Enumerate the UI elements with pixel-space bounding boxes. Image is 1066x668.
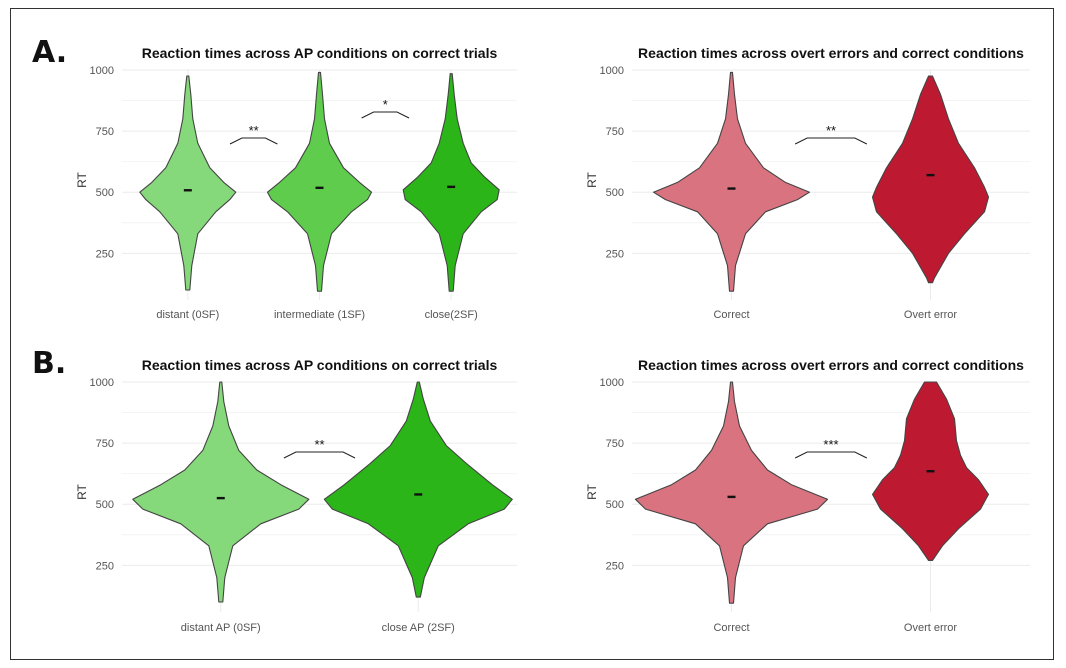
- x-tick-label: intermediate (1SF): [274, 309, 365, 321]
- significance-label: **: [826, 123, 836, 138]
- y-tick-label: 250: [606, 560, 624, 572]
- chart-1: 250 500 750 1000 Reaction times across AP co…: [75, 45, 517, 321]
- significance-label: *: [383, 97, 388, 112]
- y-tick-label: 1000: [90, 377, 114, 389]
- significance-bracket: [794, 451, 868, 459]
- violin-correct: [652, 71, 811, 292]
- x-tick-label: Correct: [713, 309, 749, 321]
- y-tick-label: 500: [606, 187, 624, 199]
- x-tick-label: Overt error: [904, 309, 958, 321]
- y-tick-label: 750: [96, 126, 114, 138]
- y-tick-label: 1000: [600, 377, 624, 389]
- significance-bracket: [361, 111, 410, 119]
- panel-label-a: A.: [32, 35, 67, 70]
- x-tick-label: close(2SF): [425, 309, 478, 321]
- chart-2: 250 500 750 1000 Reaction times across overt…: [585, 45, 1030, 321]
- y-axis-label: RT: [75, 483, 89, 499]
- chart-title: Reaction times across AP conditions on c…: [142, 45, 498, 61]
- y-tick-label: 500: [96, 499, 114, 511]
- x-tick-label: close AP (2SF): [382, 622, 455, 634]
- y-tick-label: 750: [606, 438, 624, 450]
- significance-label: **: [314, 437, 324, 452]
- significance-label: **: [249, 123, 259, 138]
- x-tick-label: Overt error: [904, 622, 958, 634]
- y-axis-label: RT: [75, 171, 89, 187]
- violin-close-ap-2sf-: [323, 381, 513, 598]
- panel-label-b: B.: [32, 346, 66, 381]
- violin-correct: [634, 381, 829, 604]
- significance-label: ***: [823, 437, 838, 452]
- x-tick-label: distant (0SF): [156, 309, 219, 321]
- significance-bracket: [283, 451, 356, 459]
- y-tick-label: 250: [96, 560, 114, 572]
- x-tick-label: Correct: [713, 622, 749, 634]
- violin-overt-error: [871, 75, 990, 284]
- violin-intermediate-1sf-: [266, 71, 373, 292]
- significance-bracket: [229, 137, 278, 145]
- figure-frame: [10, 8, 1054, 660]
- y-axis-label: RT: [585, 483, 599, 499]
- chart-title: Reaction times across overt errors and c…: [638, 45, 1024, 61]
- y-tick-label: 250: [96, 248, 114, 260]
- violin-distant-0sf-: [139, 75, 237, 291]
- violin-distant-ap-0sf-: [132, 381, 310, 603]
- chart-4: 250 500 750 1000 Reaction times across overt…: [585, 357, 1030, 634]
- significance-bracket: [794, 137, 868, 145]
- chart-3: 250 500 750 1000 Reaction times across AP co…: [75, 357, 517, 634]
- y-tick-label: 500: [96, 187, 114, 199]
- chart-title: Reaction times across overt errors and c…: [638, 357, 1024, 373]
- y-tick-label: 750: [96, 438, 114, 450]
- y-tick-label: 500: [606, 499, 624, 511]
- y-tick-label: 250: [606, 248, 624, 260]
- chart-title: Reaction times across AP conditions on c…: [142, 357, 498, 373]
- y-axis-label: RT: [585, 171, 599, 187]
- y-tick-label: 1000: [90, 65, 114, 77]
- y-tick-label: 750: [606, 126, 624, 138]
- y-tick-label: 1000: [600, 65, 624, 77]
- violin-close-2sf-: [402, 73, 500, 292]
- x-tick-label: distant AP (0SF): [181, 622, 261, 634]
